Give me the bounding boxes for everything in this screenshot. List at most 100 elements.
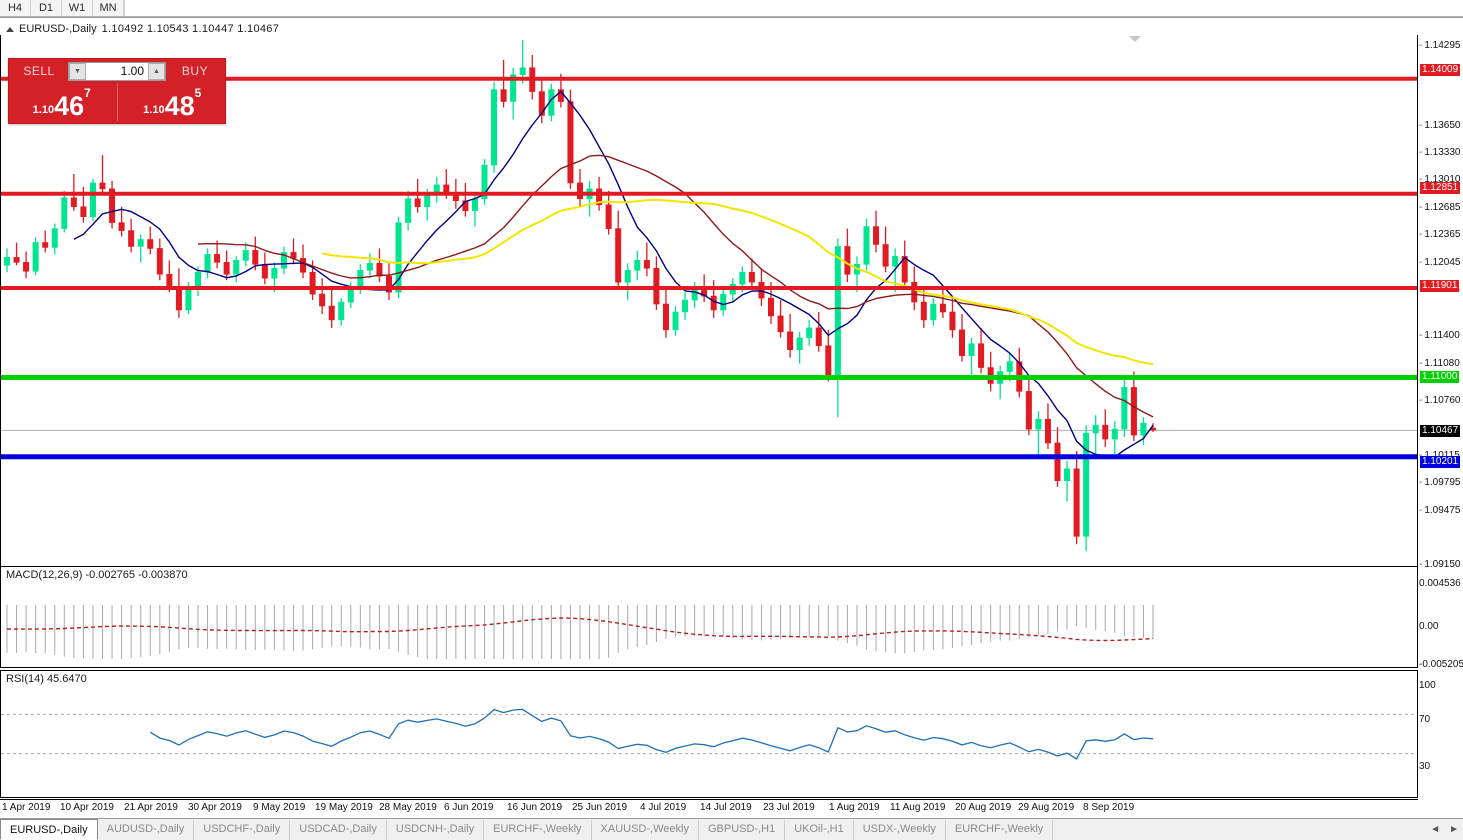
- date-tick: 8 Sep 2019: [1083, 802, 1135, 813]
- macd-tick: 0.004536: [1419, 578, 1461, 589]
- date-tick: 1 Aug 2019: [829, 802, 880, 813]
- chart-tab-10[interactable]: EURCHF-,Weekly: [946, 820, 1054, 840]
- rsi-tick: 100: [1419, 680, 1436, 691]
- date-tick: 16 Jun 2019: [507, 802, 563, 813]
- timeframe-toolbar: H4 D1 W1 MN: [0, 0, 1463, 17]
- sell-button[interactable]: SELL: [23, 64, 55, 78]
- price-label-resistance-1[interactable]: 1.14009: [1420, 64, 1461, 76]
- volume-decrease-icon[interactable]: ▼: [69, 62, 86, 80]
- volume-stepper[interactable]: ▼ 1.00 ▲: [68, 61, 166, 81]
- oct-divider: [116, 83, 118, 121]
- price-tick: -1.09150: [1419, 559, 1461, 570]
- chart-symbol-label: EURUSD-,Daily: [19, 23, 97, 35]
- rsi-indicator-pane[interactable]: RSI(14) 45.6470: [0, 670, 1418, 798]
- price-label-resistance-2[interactable]: 1.12851: [1420, 182, 1461, 194]
- date-tick: 21 Apr 2019: [124, 802, 178, 813]
- sell-price-prefix: 1.10: [32, 104, 55, 116]
- volume-increase-icon[interactable]: ▲: [148, 62, 165, 80]
- oct-controls-row: SELL ▼ 1.00 ▲ BUY: [9, 59, 225, 83]
- price-tick: -1.14295: [1419, 40, 1461, 51]
- price-tick: -1.09795: [1419, 477, 1461, 488]
- price-tick: -1.12685: [1419, 202, 1461, 213]
- date-tick: 28 May 2019: [379, 802, 437, 813]
- chart-tab-8[interactable]: UKOil-,H1: [785, 820, 854, 840]
- macd-tick: 0.00: [1419, 621, 1439, 632]
- one-click-trading-panel[interactable]: SELL ▼ 1.00 ▲ BUY 1.10 46 7 1.10 48: [8, 58, 226, 124]
- toolbar-empty-space: [124, 0, 1463, 16]
- chart-tab-6[interactable]: XAUUSD-,Weekly: [592, 820, 699, 840]
- date-tick: 6 Jun 2019: [444, 802, 494, 813]
- date-tick: 19 May 2019: [315, 802, 373, 813]
- price-tick: -1.10760: [1419, 395, 1461, 406]
- macd-plot: [6, 605, 1154, 659]
- price-label-support[interactable]: 1.11000: [1420, 371, 1460, 383]
- volume-value[interactable]: 1.00: [120, 64, 144, 78]
- time-axis[interactable]: 1 Apr 2019 10 Apr 2019 21 Apr 2019 30 Apr 2…: [0, 799, 1418, 817]
- date-tick: 30 Apr 2019: [188, 802, 242, 813]
- date-tick: 11 Aug 2019: [890, 802, 946, 813]
- price-label-current[interactable]: 1.10467: [1420, 425, 1461, 437]
- date-tick: 4 Jul 2019: [640, 802, 687, 813]
- macd-indicator-pane[interactable]: MACD(12,26,9) -0.002765 -0.003870: [0, 566, 1418, 668]
- timeframe-h4[interactable]: H4: [0, 0, 31, 16]
- date-tick: 14 Jul 2019: [700, 802, 752, 813]
- chart-window: EURUSD-,Daily 1.10492 1.10543 1.10447 1.…: [0, 17, 1463, 819]
- chart-tab-1[interactable]: AUDUSD-,Daily: [98, 820, 195, 840]
- price-tick: -1.13650: [1419, 120, 1461, 131]
- chart-tab-2[interactable]: USDCHF-,Daily: [194, 820, 291, 840]
- chart-ohlc-values: 1.10492 1.10543 1.10447 1.10467: [101, 23, 280, 35]
- chart-tab-4[interactable]: USDCNH-,Daily: [387, 820, 485, 840]
- price-tick: -1.13330: [1419, 147, 1461, 158]
- price-tick: -1.13010: [1419, 174, 1461, 185]
- date-tick: 1 Apr 2019: [2, 802, 51, 813]
- tab-scroll-right-icon[interactable]: ►: [1449, 824, 1459, 835]
- chart-tab-5[interactable]: EURCHF-,Weekly: [484, 820, 592, 840]
- price-tick: -1.10115: [1419, 450, 1460, 461]
- date-tick: 25 Jun 2019: [572, 802, 628, 813]
- price-tick: -1.11080: [1419, 358, 1460, 369]
- date-tick: 23 Jul 2019: [763, 802, 815, 813]
- price-tick: -1.09475: [1419, 505, 1461, 516]
- candlestick-plot: [1, 39, 1417, 552]
- sell-price-fraction: 7: [84, 86, 91, 100]
- price-axis[interactable]: -1.14295 -1.13650 -1.13330 -1.13010 -1.12685…: [1419, 18, 1463, 819]
- collapse-triangle-icon[interactable]: [6, 26, 14, 32]
- price-tick: -1.11400: [1419, 330, 1460, 341]
- chart-tab-9[interactable]: USDX-,Weekly: [854, 820, 946, 840]
- tab-scroll-controls[interactable]: ◄ ►: [1430, 824, 1459, 835]
- timeframe-w1[interactable]: W1: [62, 0, 93, 16]
- chart-tab-7[interactable]: GBPUSD-,H1: [699, 820, 786, 840]
- chart-tab-bar[interactable]: EURUSD-,Daily AUDUSD-,Daily USDCHF-,Daily U…: [0, 818, 1463, 840]
- buy-price-prefix: 1.10: [143, 104, 165, 116]
- price-label-bid-line[interactable]: 1.10201: [1420, 456, 1461, 468]
- macd-tick: -0.005205: [1419, 659, 1463, 670]
- chart-tab-0[interactable]: EURUSD-,Daily: [0, 819, 98, 840]
- price-label-resistance-3[interactable]: 1.11901: [1420, 280, 1460, 292]
- price-chart-pane[interactable]: [0, 35, 1418, 581]
- rsi-plot: [1, 708, 1417, 760]
- chart-header: EURUSD-,Daily 1.10492 1.10543 1.10447 1.…: [6, 23, 279, 35]
- price-tick: -1.12045: [1419, 257, 1461, 268]
- oct-price-row: 1.10 46 7 1.10 48 5: [9, 83, 225, 123]
- date-tick: 20 Aug 2019: [955, 802, 1012, 813]
- tab-scroll-left-icon[interactable]: ◄: [1430, 824, 1441, 835]
- buy-price-button[interactable]: 1.10 48 5: [121, 83, 223, 121]
- sell-price-main: 46: [54, 91, 85, 121]
- buy-button[interactable]: BUY: [181, 64, 209, 78]
- timeframe-d1[interactable]: D1: [31, 0, 62, 16]
- macd-label: MACD(12,26,9) -0.002765 -0.003870: [6, 569, 188, 581]
- date-tick: 29 Aug 2019: [1018, 802, 1075, 813]
- price-tick: -1.12365: [1419, 229, 1461, 240]
- timeframe-mn[interactable]: MN: [93, 0, 124, 16]
- rsi-label: RSI(14) 45.6470: [6, 673, 87, 685]
- chart-shift-marker-icon[interactable]: [1129, 36, 1141, 42]
- sell-price-button[interactable]: 1.10 46 7: [11, 83, 113, 121]
- date-tick: 10 Apr 2019: [60, 802, 114, 813]
- buy-price-fraction: 5: [194, 86, 202, 100]
- rsi-tick: 30: [1419, 761, 1431, 772]
- rsi-tick: 70: [1419, 714, 1431, 725]
- chart-tab-3[interactable]: USDCAD-,Daily: [290, 820, 387, 840]
- buy-price-main: 48: [164, 91, 195, 121]
- date-tick: 9 May 2019: [253, 802, 306, 813]
